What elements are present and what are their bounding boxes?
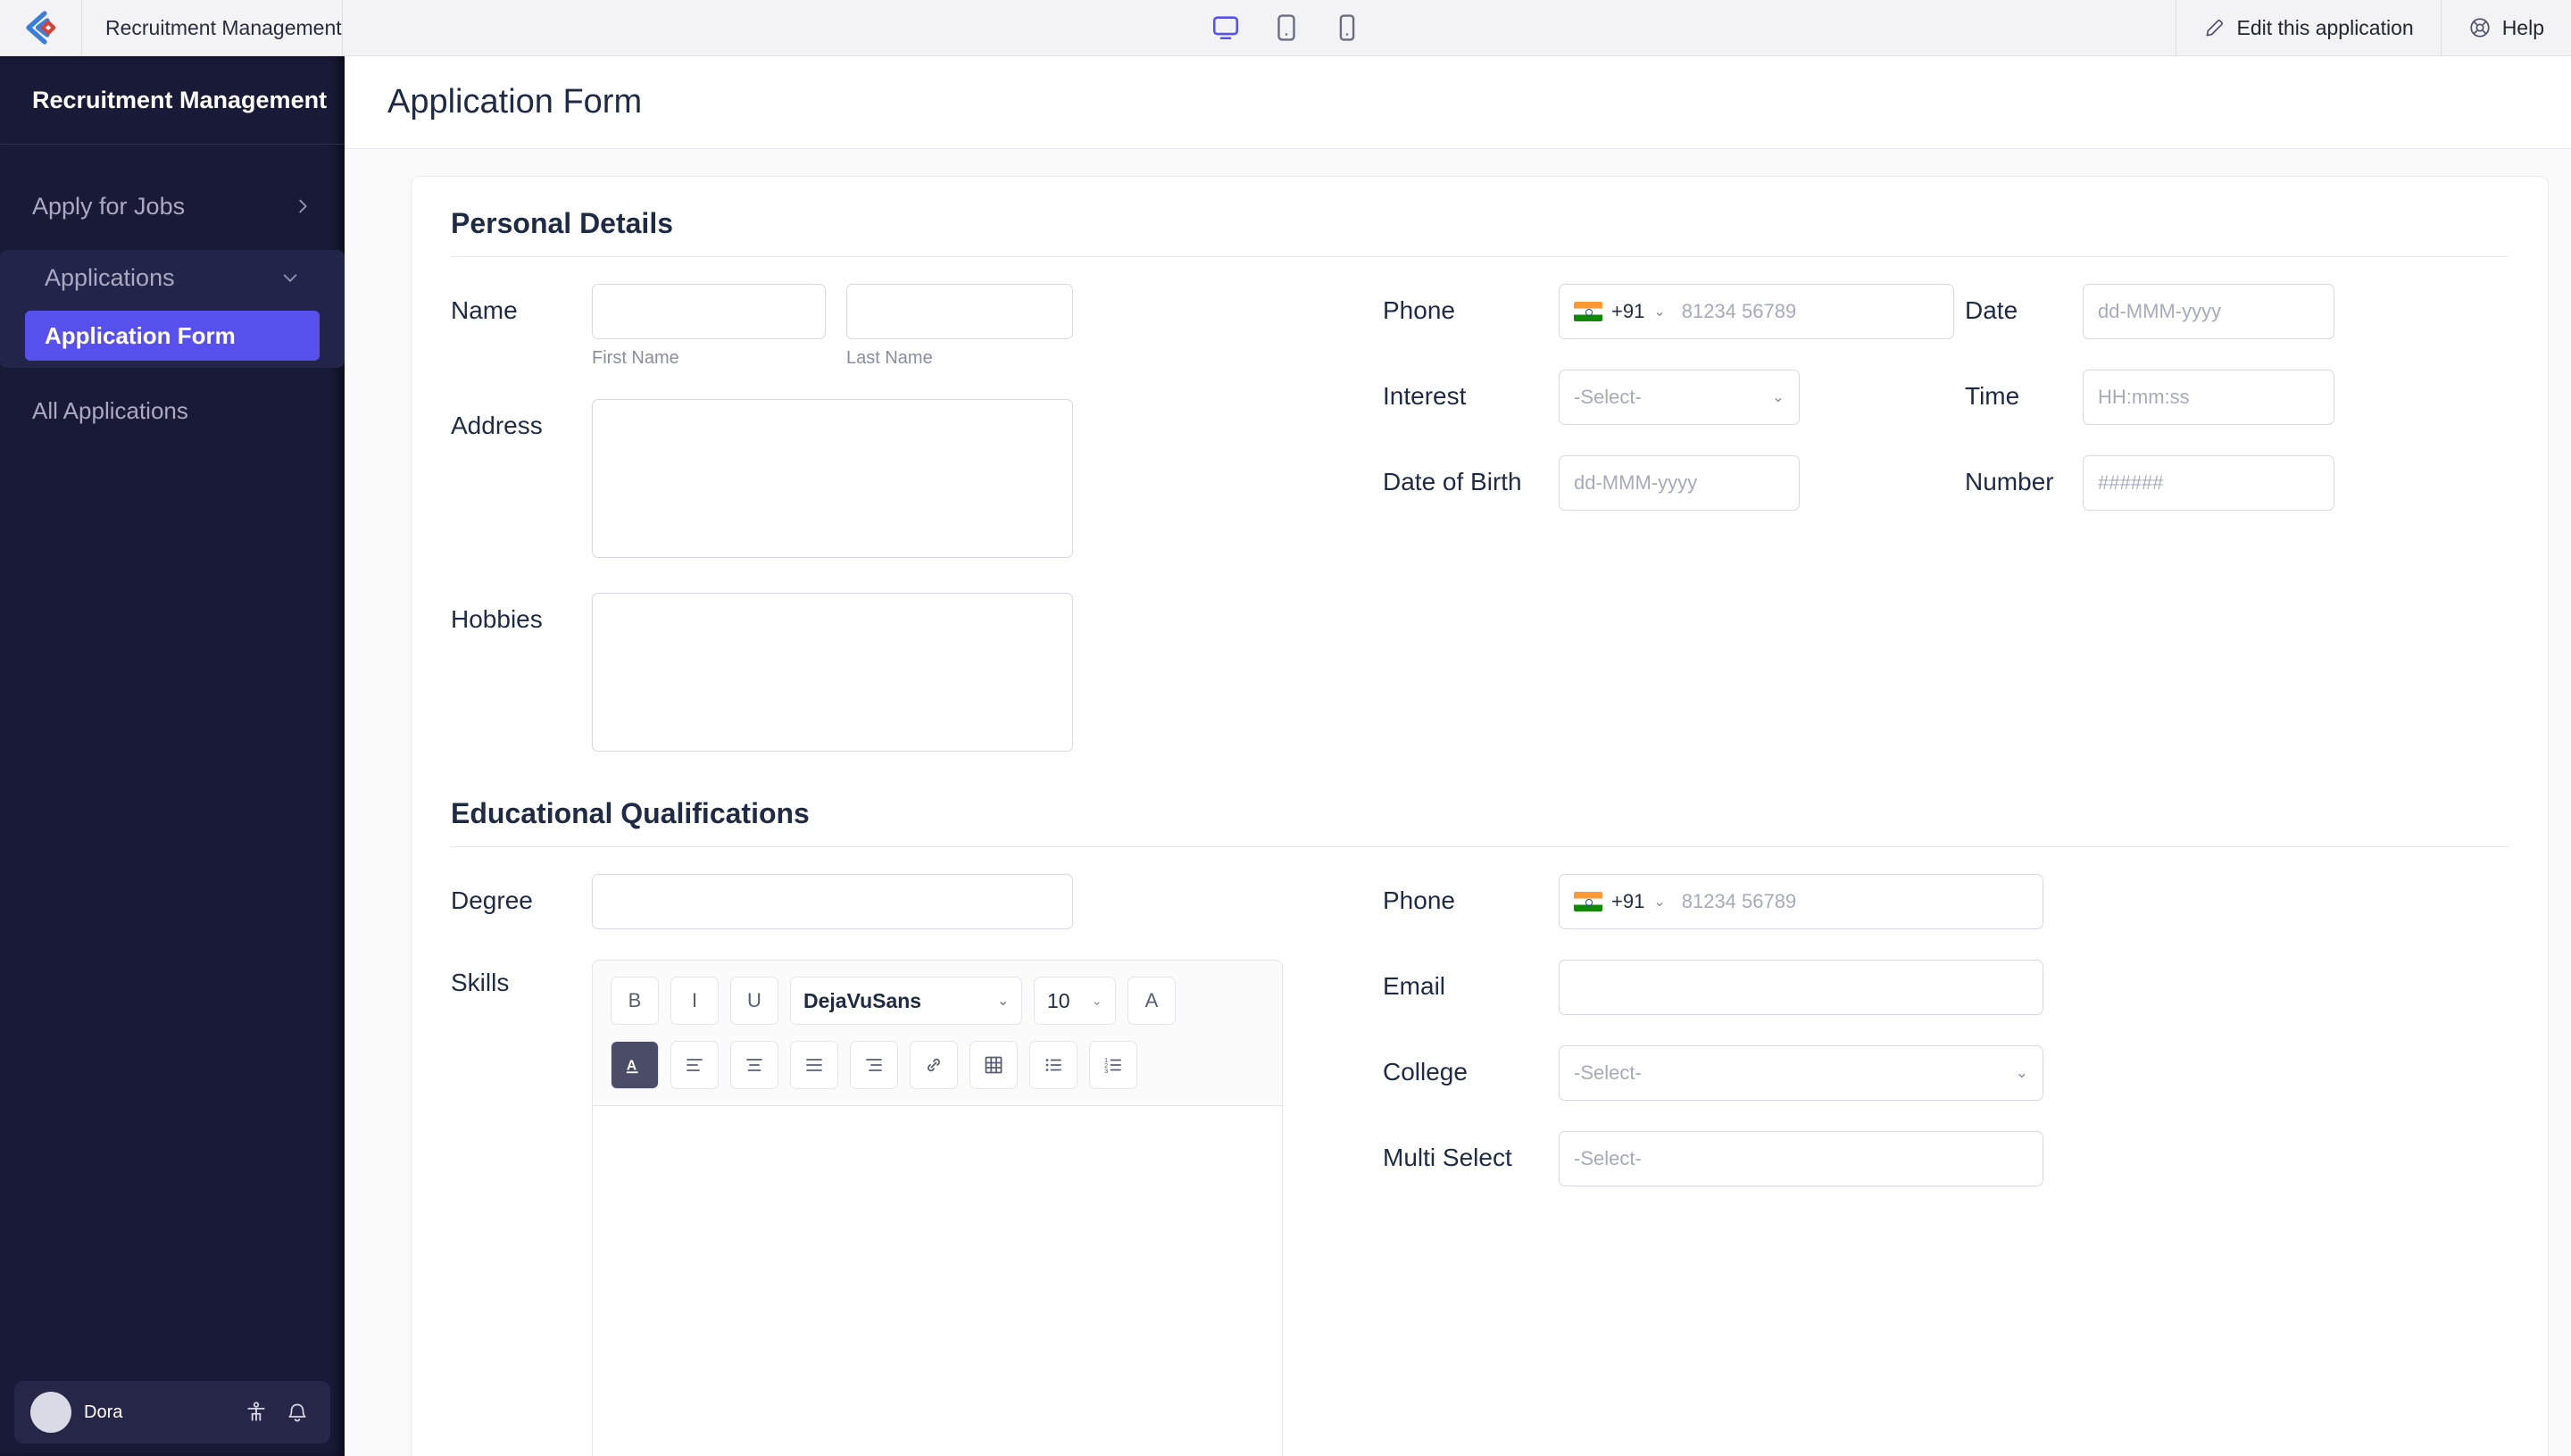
svg-text:3: 3 bbox=[1104, 1067, 1108, 1075]
svg-text:A: A bbox=[627, 1059, 637, 1074]
